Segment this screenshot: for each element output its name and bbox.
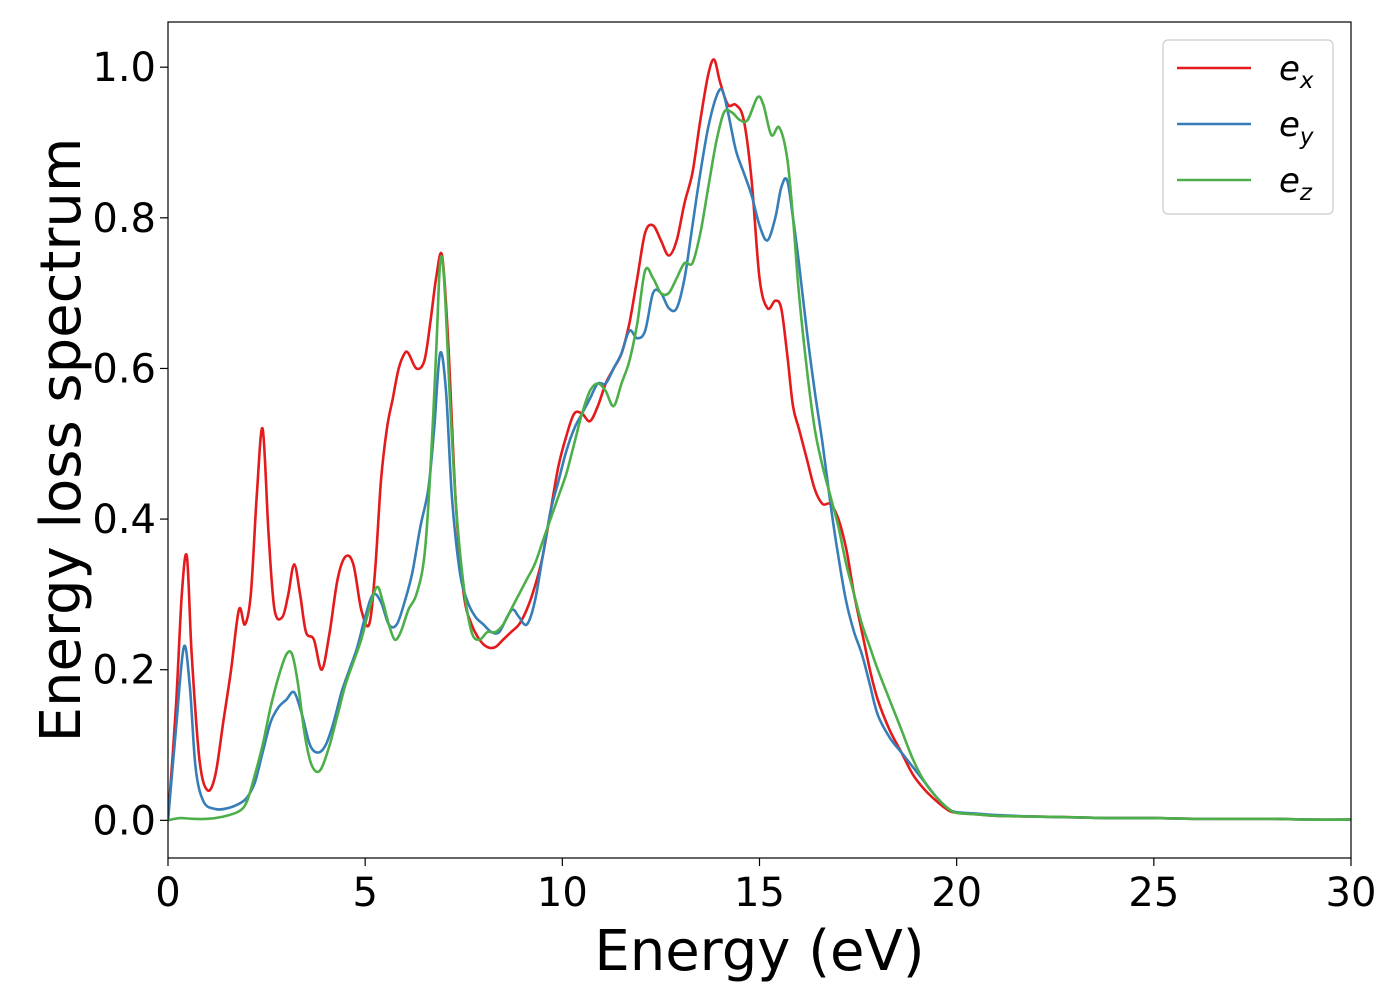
y-tick-label: 0.8: [92, 196, 156, 242]
x-tick-label: 25: [1128, 870, 1179, 916]
series-line-y: [168, 87, 1351, 822]
x-tick-label: 30: [1326, 870, 1377, 916]
x-axis-ticks: 0 5 10 15 20 25 30: [155, 858, 1376, 916]
x-tick-label: 0: [155, 870, 180, 916]
x-tick-label: 20: [931, 870, 982, 916]
legend-label-x: ex: [1279, 49, 1314, 94]
y-axis-title: Energy loss spectrum: [29, 138, 94, 743]
y-tick-label: 0.6: [92, 346, 156, 392]
legend-label-y: ey: [1279, 105, 1314, 150]
x-tick-label: 5: [352, 870, 377, 916]
y-tick-label: 0.2: [92, 648, 156, 694]
x-axis-title: Energy (eV): [594, 919, 924, 984]
y-tick-label: 0.4: [92, 497, 156, 543]
y-tick-label: 1.0: [92, 45, 156, 91]
x-tick-label: 10: [537, 870, 588, 916]
x-tick-label: 15: [734, 870, 785, 916]
series-layer: [168, 58, 1351, 822]
legend-box: [1162, 39, 1334, 215]
legend: ex ey ez: [1162, 39, 1334, 215]
legend-label-z: ez: [1279, 161, 1313, 206]
series-line-z: [168, 95, 1351, 822]
y-axis-ticks: 0.0 0.2 0.4 0.6 0.8 1.0: [92, 45, 168, 844]
y-tick-label: 0.0: [92, 798, 156, 844]
series-line-x: [168, 58, 1351, 822]
